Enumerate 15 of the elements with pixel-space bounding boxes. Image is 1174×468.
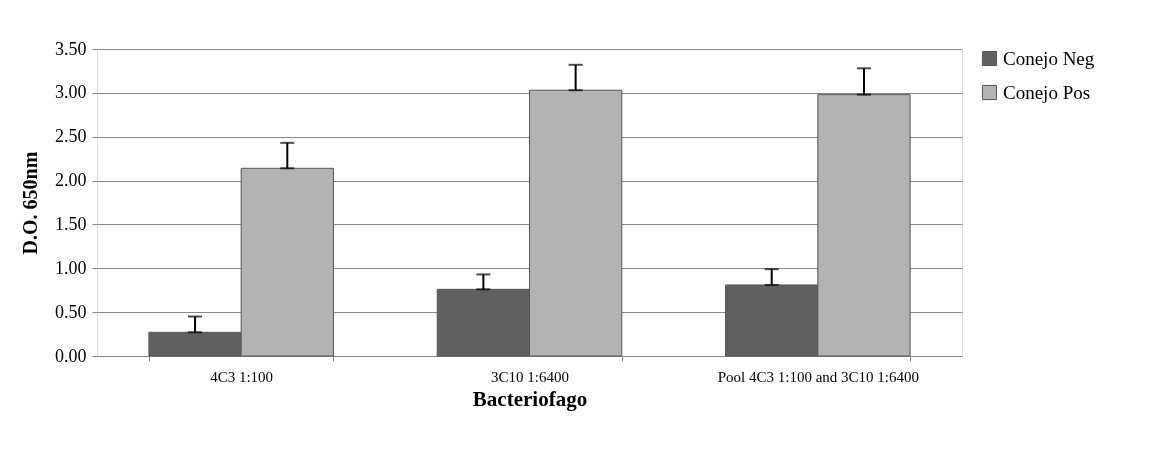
y-tick-label: 2.00 <box>55 170 87 191</box>
x-tick-label: 3C10 1:6400 <box>491 368 569 385</box>
y-axis-title: D.O. 650nm <box>19 151 41 255</box>
x-tick-label: Pool 4C3 1:100 and 3C10 1:6400 <box>717 368 919 385</box>
x-axis-title: Bacteriofago <box>472 386 588 411</box>
legend-label: Conejo Neg <box>1003 47 1095 69</box>
x-tick-label: 4C3 1:100 <box>210 368 274 385</box>
y-tick-label: 0.50 <box>55 301 87 322</box>
y-tick-label: 3.50 <box>55 38 87 59</box>
y-tick-label: 1.00 <box>55 257 87 278</box>
y-tick-label: 0.00 <box>55 345 87 366</box>
legend-label: Conejo Pos <box>1003 81 1091 103</box>
y-tick-label: 1.50 <box>55 213 87 234</box>
y-tick-label: 3.00 <box>55 82 87 103</box>
y-tick-label: 2.50 <box>55 126 87 147</box>
